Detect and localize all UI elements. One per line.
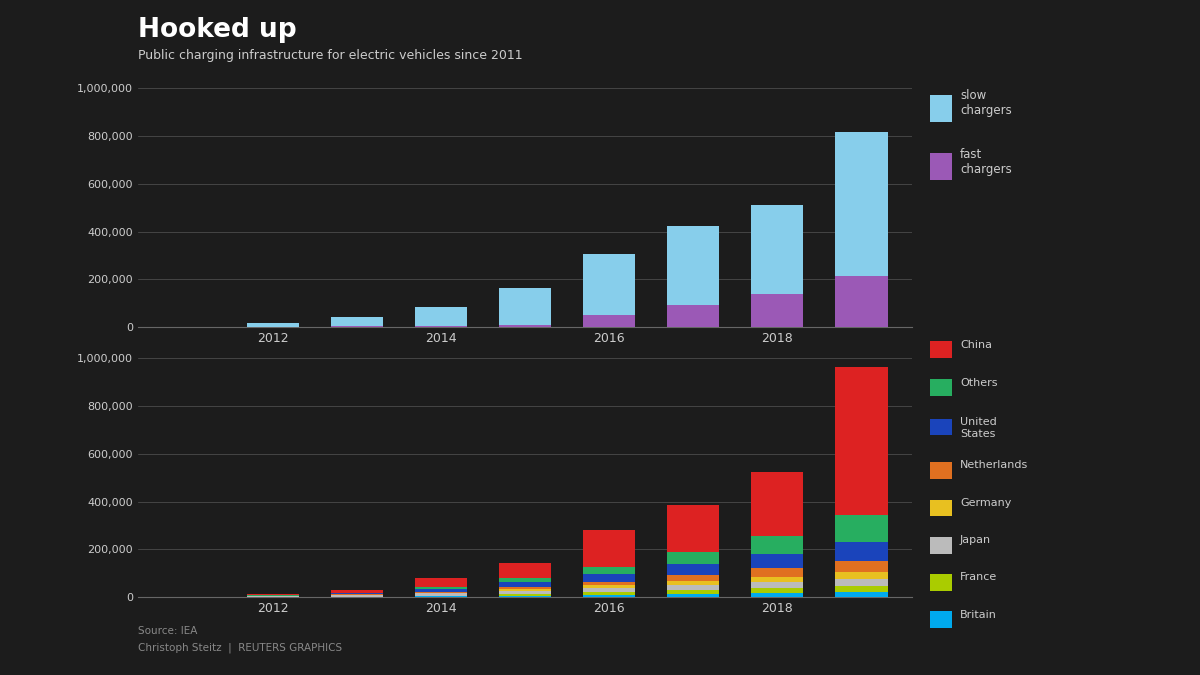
Bar xyxy=(751,568,804,576)
Bar xyxy=(415,596,467,597)
Bar xyxy=(751,205,804,294)
Bar xyxy=(751,472,804,536)
Bar xyxy=(751,576,804,582)
Bar xyxy=(835,579,888,586)
Bar xyxy=(835,276,888,327)
Bar xyxy=(835,572,888,579)
Bar xyxy=(835,591,888,597)
Bar xyxy=(667,590,719,593)
Bar xyxy=(331,590,383,593)
Bar xyxy=(415,326,467,327)
Bar xyxy=(499,583,551,587)
Bar xyxy=(667,304,719,327)
Bar xyxy=(835,367,888,516)
Bar xyxy=(583,315,635,327)
Text: Hooked up: Hooked up xyxy=(138,17,296,43)
Text: France: France xyxy=(960,572,997,583)
Bar xyxy=(499,578,551,583)
Text: fast
chargers: fast chargers xyxy=(960,148,1012,176)
Bar xyxy=(415,591,467,593)
Bar xyxy=(667,564,719,575)
Bar xyxy=(583,254,635,315)
Bar xyxy=(667,505,719,551)
Bar xyxy=(415,595,467,596)
Bar xyxy=(415,578,467,587)
Bar xyxy=(583,588,635,593)
Bar xyxy=(499,594,551,596)
Text: Japan: Japan xyxy=(960,535,991,545)
Text: Christoph Steitz  |  REUTERS GRAPHICS: Christoph Steitz | REUTERS GRAPHICS xyxy=(138,643,342,653)
Bar xyxy=(246,323,299,327)
Bar xyxy=(246,594,299,595)
Bar xyxy=(583,585,635,588)
Bar xyxy=(667,225,719,304)
Bar xyxy=(415,306,467,326)
Text: Netherlands: Netherlands xyxy=(960,460,1028,470)
Bar xyxy=(835,132,888,276)
Bar xyxy=(583,567,635,574)
Bar xyxy=(499,587,551,589)
Bar xyxy=(835,561,888,572)
Bar xyxy=(331,595,383,597)
Bar xyxy=(415,587,467,589)
Bar xyxy=(499,288,551,325)
Bar xyxy=(835,516,888,542)
Bar xyxy=(751,536,804,554)
Text: Britain: Britain xyxy=(960,610,997,620)
Bar xyxy=(751,294,804,327)
Bar xyxy=(246,596,299,597)
Bar xyxy=(331,593,383,595)
Bar xyxy=(751,582,804,588)
Bar xyxy=(583,574,635,582)
Bar xyxy=(751,593,804,597)
Text: Germany: Germany xyxy=(960,498,1012,508)
Bar xyxy=(667,593,719,597)
Text: Others: Others xyxy=(960,378,997,388)
Bar xyxy=(499,563,551,578)
Text: slow
chargers: slow chargers xyxy=(960,89,1012,117)
Bar xyxy=(583,593,635,595)
Bar xyxy=(499,591,551,594)
Bar xyxy=(667,551,719,564)
Bar xyxy=(583,595,635,597)
Bar xyxy=(835,542,888,561)
Bar xyxy=(667,575,719,581)
Text: China: China xyxy=(960,340,992,350)
Bar xyxy=(751,554,804,568)
Bar xyxy=(499,589,551,591)
Text: United
States: United States xyxy=(960,417,997,439)
Text: Public charging infrastructure for electric vehicles since 2011: Public charging infrastructure for elect… xyxy=(138,49,523,61)
Bar xyxy=(583,530,635,567)
Bar xyxy=(499,596,551,597)
Bar xyxy=(499,325,551,327)
Bar xyxy=(751,588,804,593)
Text: Source: IEA: Source: IEA xyxy=(138,626,197,637)
Bar xyxy=(667,585,719,590)
Bar xyxy=(415,593,467,595)
Bar xyxy=(835,586,888,591)
Bar xyxy=(331,317,383,327)
Bar xyxy=(667,581,719,585)
Bar xyxy=(415,589,467,591)
Bar xyxy=(583,582,635,585)
